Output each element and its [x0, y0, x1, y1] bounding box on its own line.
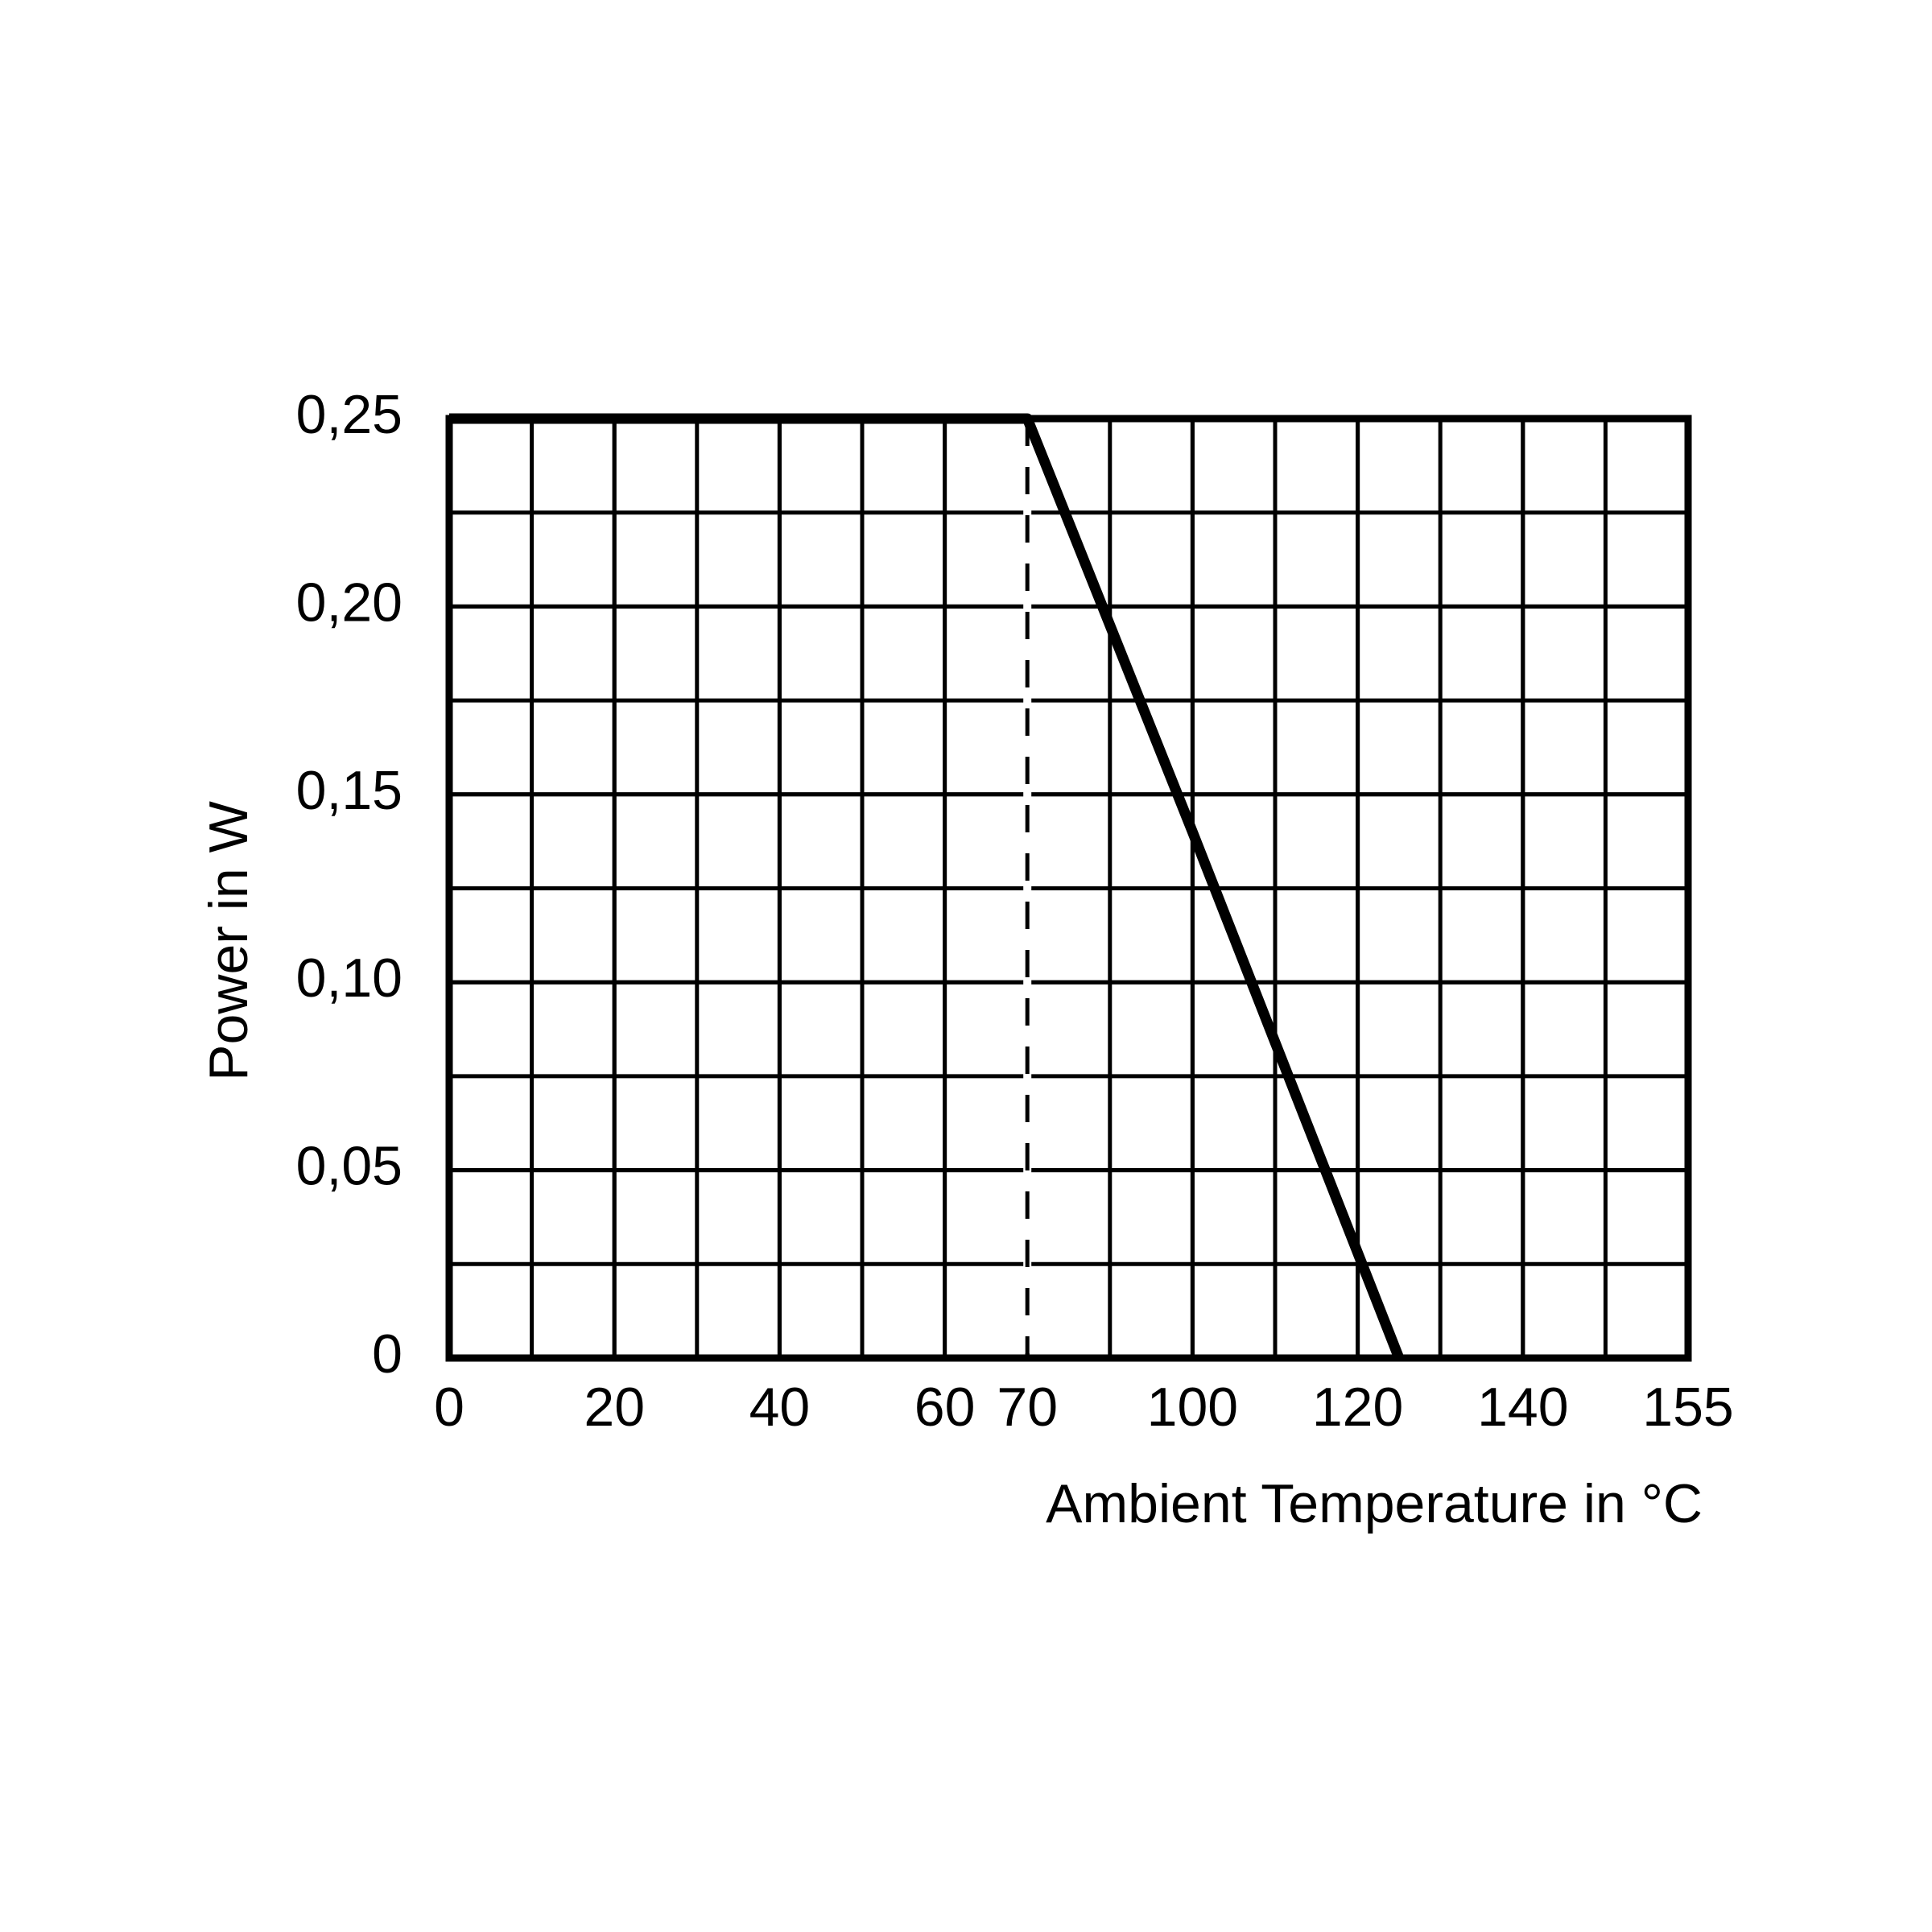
y-axis-label: Power in W [198, 801, 259, 1081]
x-tick-label: 40 [749, 1377, 811, 1438]
y-tick-label: 0,25 [296, 384, 402, 445]
reference-line-mask [1023, 423, 1032, 1353]
x-axis-label: Ambient Temperature in °C [1046, 1473, 1703, 1534]
x-tick-label: 140 [1477, 1377, 1568, 1438]
x-tick-label: 70 [997, 1377, 1058, 1438]
y-tick-label: 0,15 [296, 760, 402, 821]
y-tick-label: 0,05 [296, 1136, 402, 1197]
y-tick-label: 0,20 [296, 572, 402, 633]
x-tick-label: 120 [1312, 1377, 1403, 1438]
plot-frame [445, 415, 1692, 1362]
x-tick-label: 100 [1147, 1377, 1238, 1438]
y-tick-label: 0 [372, 1323, 402, 1385]
x-tick-label: 155 [1642, 1377, 1733, 1438]
x-tick-label: 60 [914, 1377, 976, 1438]
data-line [449, 413, 1404, 1360]
x-tick-label: 0 [434, 1377, 464, 1438]
x-tick-label: 20 [584, 1377, 645, 1438]
y-tick-label: 0,10 [296, 947, 402, 1009]
